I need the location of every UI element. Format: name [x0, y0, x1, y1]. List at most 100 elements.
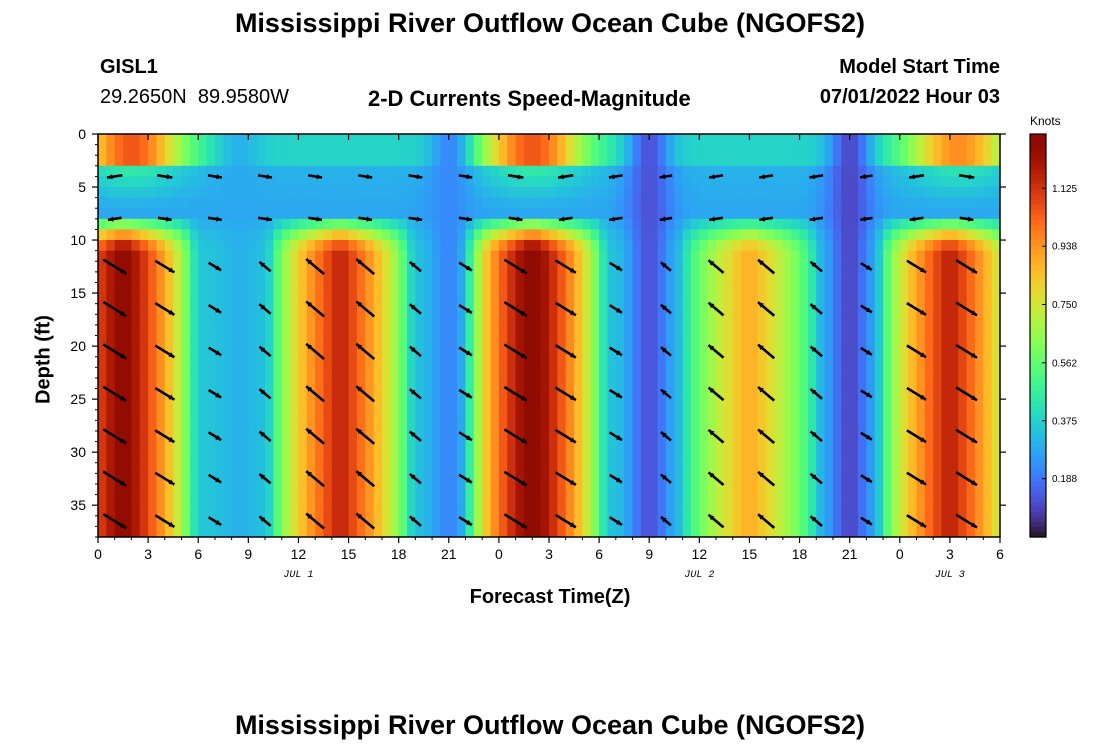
heatmap-cell [991, 452, 1000, 464]
heatmap-cell [523, 261, 533, 273]
colorbar-segment [1030, 224, 1046, 231]
heatmap-cell [941, 240, 951, 252]
heatmap-cell [331, 377, 341, 390]
heatmap-cell [256, 388, 266, 400]
heatmap-cell [924, 441, 934, 453]
heatmap-cell [290, 324, 300, 337]
heatmap-cell [941, 314, 951, 326]
current-vector-head [465, 435, 472, 441]
heatmap-cell [381, 399, 391, 411]
heatmap-cell [941, 367, 951, 379]
heatmap-cell [615, 261, 625, 273]
heatmap-cell [373, 367, 383, 379]
heatmap-cell [732, 462, 742, 474]
heatmap-cell [958, 409, 968, 421]
heatmap-cell [824, 282, 834, 294]
heatmap-cell [290, 134, 300, 146]
heatmap-cell [365, 176, 375, 188]
heatmap-cell [490, 505, 500, 517]
heatmap-cell [432, 197, 442, 209]
heatmap-cell [549, 388, 558, 400]
heatmap-cell [490, 218, 500, 231]
heatmap-cell [239, 441, 249, 453]
heatmap-cell [256, 462, 266, 474]
heatmap-cell [315, 494, 325, 506]
heatmap-cell [674, 240, 684, 252]
heatmap-cell [381, 346, 391, 358]
heatmap-cell [381, 462, 391, 474]
current-vector-head [971, 480, 978, 486]
heatmap-cell [949, 303, 959, 315]
heatmap-cell [231, 144, 241, 156]
heatmap-cell [966, 346, 976, 358]
heatmap-cell [164, 409, 174, 421]
heatmap-cell [189, 229, 199, 241]
heatmap-cell [281, 155, 291, 167]
heatmap-cell [590, 155, 600, 167]
heatmap-cell [949, 144, 959, 156]
heatmap-cell [148, 462, 158, 474]
heatmap-cell [265, 176, 274, 188]
heatmap-cell [98, 165, 107, 178]
heatmap-cell [365, 197, 375, 209]
heatmap-cell [432, 208, 442, 220]
heatmap-cell [858, 505, 867, 517]
heatmap-cell [774, 165, 784, 178]
heatmap-cell [782, 462, 792, 474]
heatmap-cell [214, 218, 224, 231]
heatmap-cell [540, 399, 550, 411]
colorbar-segment [1030, 259, 1046, 266]
heatmap-cell [523, 430, 533, 443]
heatmap-cell [156, 515, 166, 527]
heatmap-cell [866, 335, 876, 347]
heatmap-cell [123, 505, 133, 517]
heatmap-cell [239, 324, 249, 337]
heatmap-cell [766, 505, 776, 517]
heatmap-cell [106, 494, 116, 506]
heatmap-cell [690, 388, 700, 400]
heatmap-cell [549, 282, 558, 294]
current-vector-head [215, 392, 222, 398]
heatmap-cell [198, 526, 208, 537]
heatmap-cell [365, 367, 375, 379]
heatmap-cell [924, 218, 934, 231]
heatmap-cell [239, 462, 249, 474]
heatmap-cell [440, 356, 450, 368]
heatmap-cell [941, 250, 951, 262]
heatmap-cell [974, 229, 984, 241]
heatmap-cell [933, 526, 943, 537]
heatmap-cell [189, 526, 199, 537]
heatmap-cell [340, 208, 350, 220]
heatmap-cell [883, 346, 893, 358]
heatmap-cell [690, 261, 700, 273]
heatmap-cell [874, 261, 884, 273]
heatmap-cell [457, 515, 467, 527]
heatmap-cell [231, 155, 241, 167]
heatmap-cell [816, 293, 826, 305]
current-vector-head [810, 388, 817, 395]
heatmap-cell [131, 335, 141, 347]
current-vector-head [810, 516, 817, 522]
heatmap-cell [699, 165, 709, 178]
heatmap-cell [507, 420, 517, 432]
current-vector-head [168, 394, 175, 400]
heatmap-cell [557, 430, 567, 443]
heatmap-cell [732, 197, 742, 209]
heatmap-cell [415, 240, 425, 252]
heatmap-cell [557, 399, 567, 411]
heatmap-cell [315, 452, 325, 464]
heatmap-cell [557, 250, 567, 262]
heatmap-cell [883, 473, 893, 485]
heatmap-cell [248, 367, 258, 379]
heatmap-cell [699, 314, 709, 326]
current-vector-head [810, 346, 817, 353]
heatmap-cell [665, 420, 675, 432]
heatmap-cell [315, 473, 325, 485]
heatmap-cell [198, 165, 208, 178]
heatmap-cell [173, 462, 183, 474]
heatmap-cell [607, 335, 617, 347]
heatmap-cell [632, 473, 642, 485]
heatmap-cell [432, 377, 442, 390]
heatmap-cell [624, 134, 634, 146]
current-vector-head [616, 477, 623, 483]
